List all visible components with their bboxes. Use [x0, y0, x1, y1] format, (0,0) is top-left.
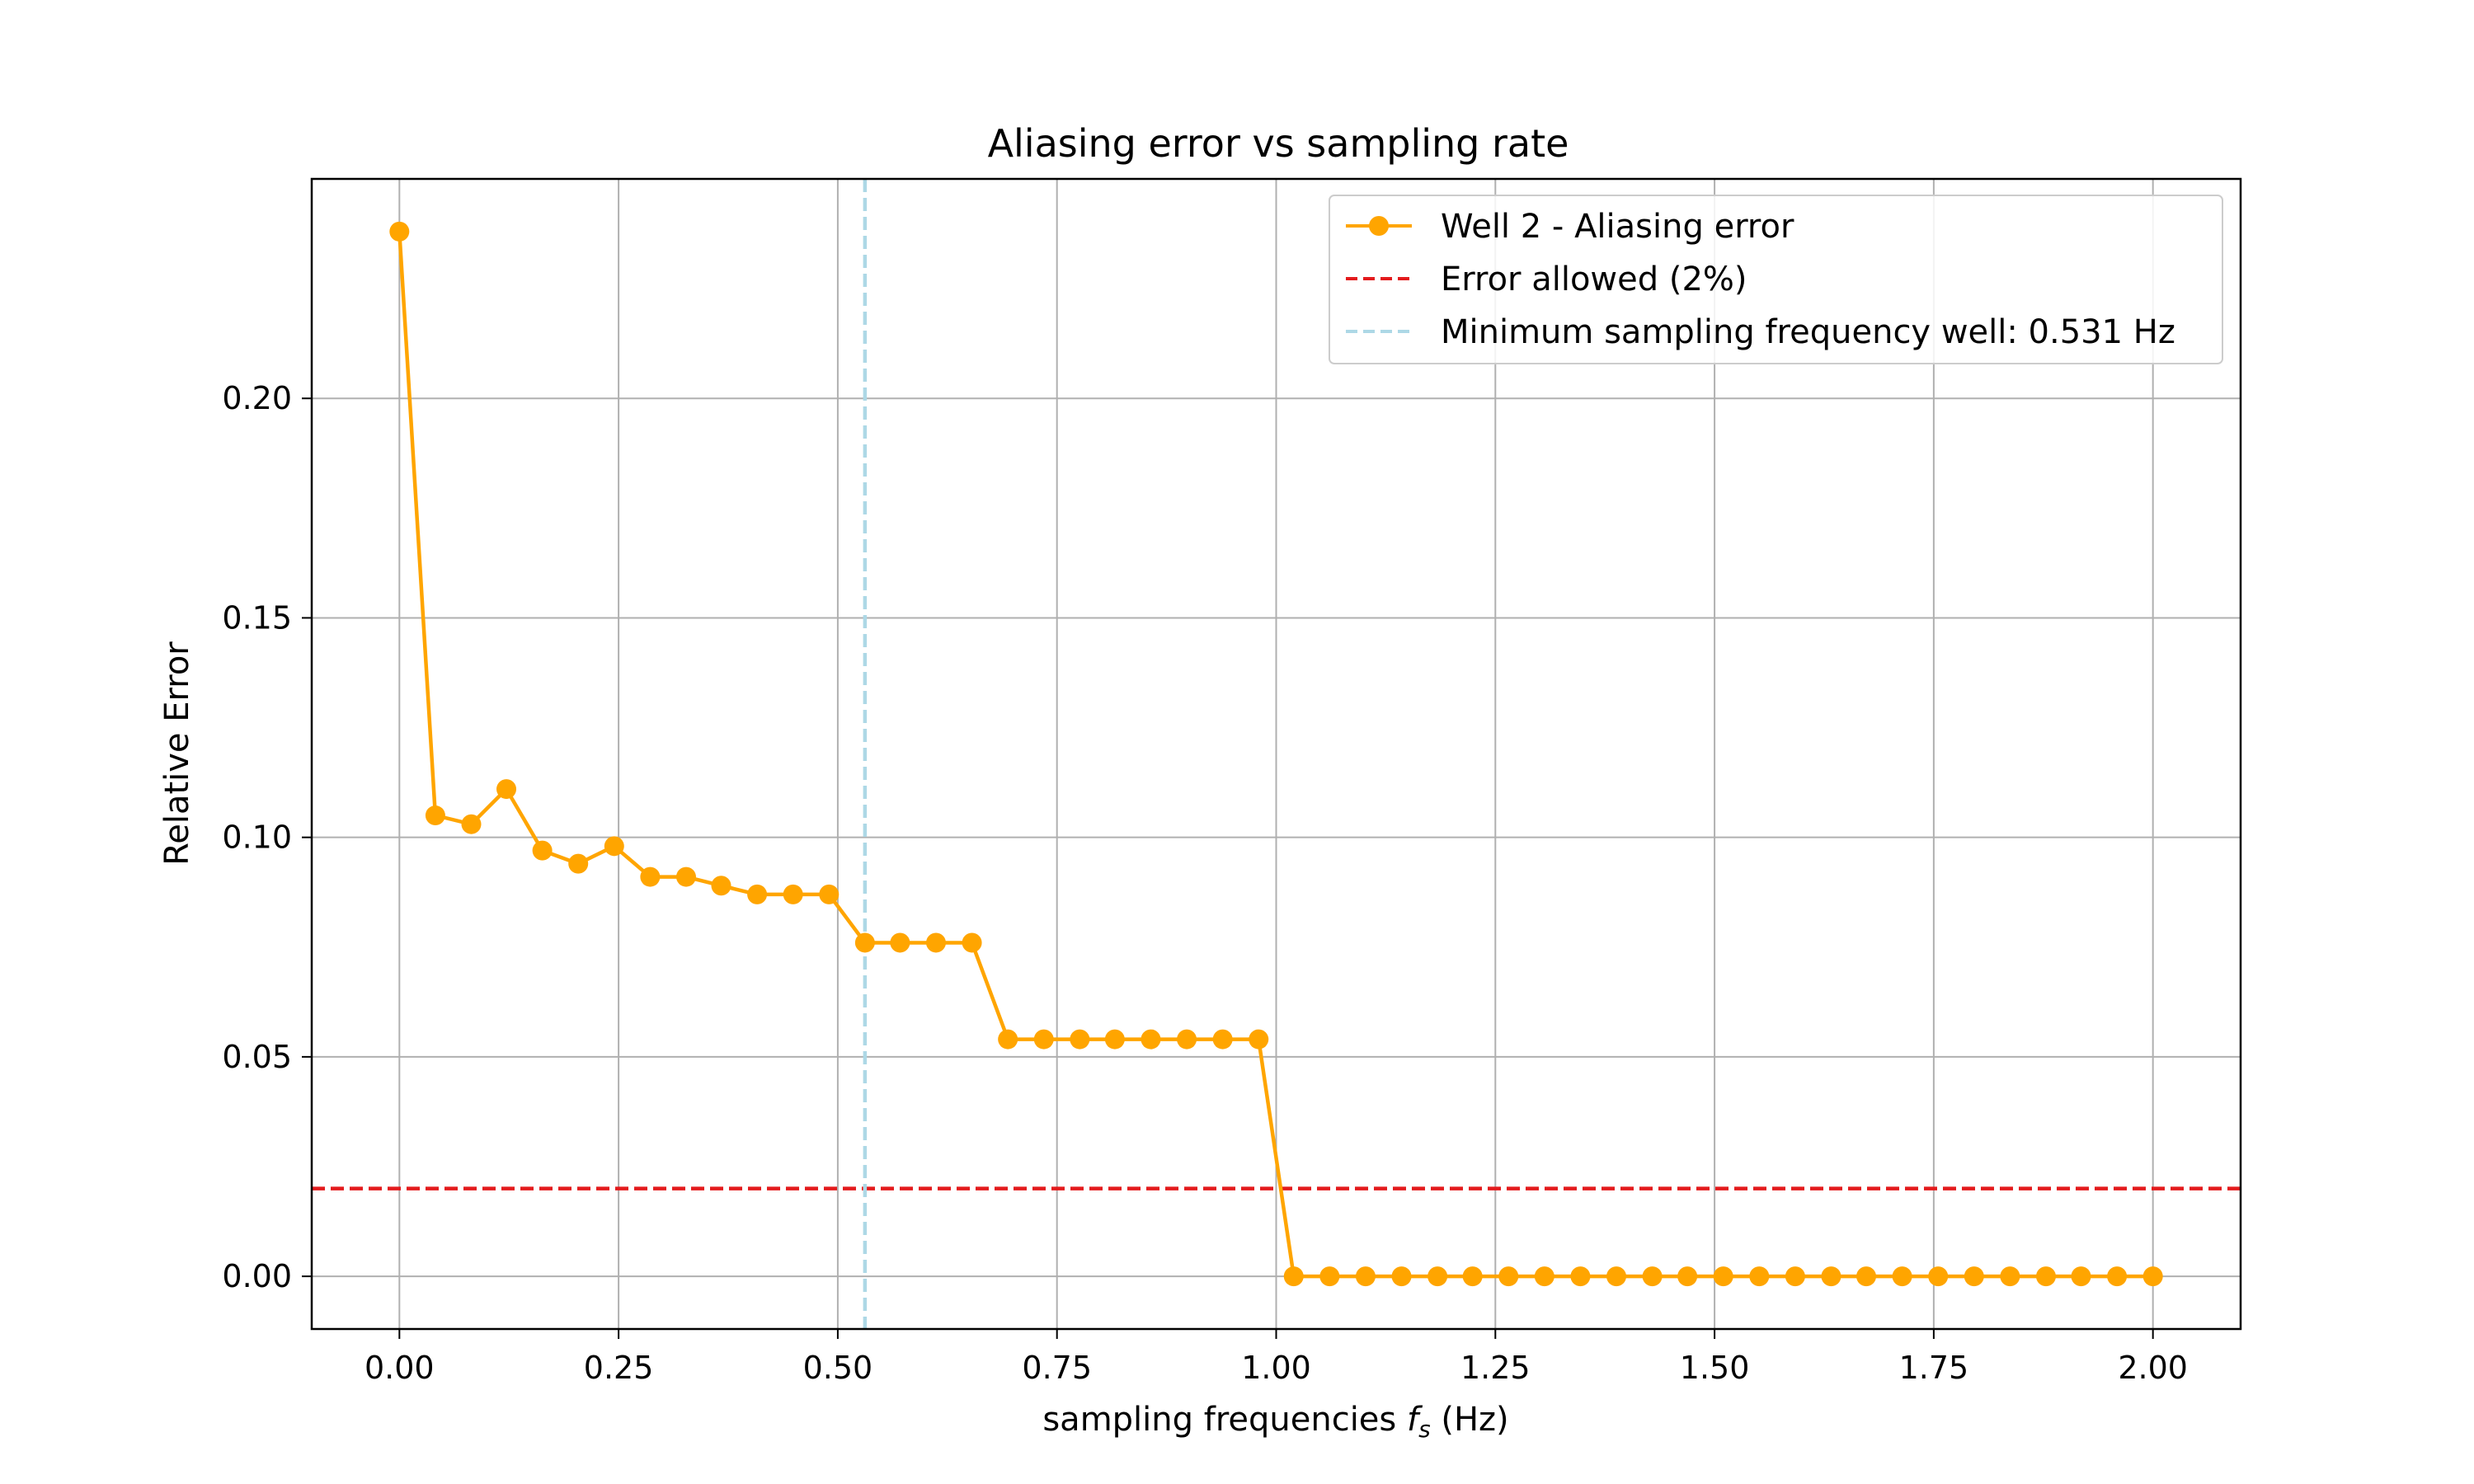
- data-point-12: [819, 884, 840, 904]
- data-point-37: [1713, 1266, 1733, 1287]
- series-well-2: [389, 221, 2163, 1287]
- data-point-18: [1033, 1029, 1054, 1050]
- data-point-26: [1319, 1266, 1340, 1287]
- x-tick-label-3: 0.75: [1022, 1350, 1092, 1386]
- reference-lines: [312, 179, 2241, 1329]
- y-tick-label-2: 0.10: [222, 819, 292, 856]
- data-point-46: [2035, 1266, 2056, 1287]
- x-axis-title: sampling frequencies fs (Hz): [1042, 1401, 1508, 1443]
- x-tick-label-4: 1.00: [1241, 1350, 1311, 1386]
- data-point-21: [1141, 1029, 1161, 1050]
- data-point-24: [1249, 1029, 1269, 1050]
- data-point-19: [1070, 1029, 1090, 1050]
- data-point-25: [1283, 1266, 1304, 1287]
- y-axis: 0.00 0.05 0.10 0.15 0.20: [222, 380, 312, 1294]
- x-tick-label-6: 1.50: [1680, 1350, 1750, 1386]
- data-point-14: [890, 932, 910, 953]
- data-point-10: [747, 884, 768, 904]
- legend-entry-error-allowed: Error allowed (2%): [1346, 261, 1747, 298]
- data-point-1: [425, 805, 445, 826]
- data-point-34: [1606, 1266, 1627, 1287]
- data-point-0: [389, 221, 410, 242]
- legend: Well 2 - Aliasing error Error allowed (2…: [1329, 195, 2223, 364]
- legend-label-series: Well 2 - Aliasing error: [1441, 208, 1794, 246]
- data-point-30: [1462, 1266, 1483, 1287]
- data-point-42: [1892, 1266, 1912, 1287]
- x-tick-label-0: 0.00: [365, 1350, 435, 1386]
- legend-frame: [1329, 195, 2223, 364]
- data-point-15: [925, 932, 946, 953]
- x-tick-label-8: 2.00: [2118, 1350, 2188, 1386]
- y-tick-label-1: 0.05: [222, 1039, 292, 1075]
- data-point-38: [1749, 1266, 1770, 1287]
- data-point-39: [1785, 1266, 1805, 1287]
- data-point-22: [1177, 1029, 1197, 1050]
- data-point-20: [1104, 1029, 1125, 1050]
- data-point-32: [1534, 1266, 1554, 1287]
- data-point-3: [496, 779, 517, 800]
- legend-swatch-series-marker: [1369, 216, 1389, 236]
- data-point-7: [640, 866, 661, 887]
- y-tick-label-4: 0.20: [222, 380, 292, 416]
- data-point-4: [532, 840, 553, 861]
- data-point-35: [1642, 1266, 1663, 1287]
- x-axis: 0.00 0.25 0.50 0.75 1.00 1.25 1.50 1.75 2.00: [365, 1329, 2188, 1386]
- x-axis-title-prefix: sampling frequencies: [1042, 1401, 1407, 1439]
- data-point-36: [1677, 1266, 1698, 1287]
- data-point-43: [1928, 1266, 1949, 1287]
- legend-label-error-allowed: Error allowed (2%): [1441, 261, 1747, 298]
- data-point-31: [1498, 1266, 1519, 1287]
- data-point-33: [1570, 1266, 1591, 1287]
- x-tick-label-7: 1.75: [1899, 1350, 1969, 1386]
- data-point-41: [1856, 1266, 1877, 1287]
- x-axis-title-subscript: s: [1418, 1416, 1431, 1443]
- x-axis-title-suffix: (Hz): [1431, 1401, 1509, 1439]
- data-point-13: [854, 932, 875, 953]
- data-point-29: [1427, 1266, 1448, 1287]
- data-point-48: [2107, 1266, 2128, 1287]
- x-tick-label-1: 0.25: [584, 1350, 654, 1386]
- legend-entry-series: Well 2 - Aliasing error: [1346, 208, 1794, 246]
- data-point-8: [675, 866, 696, 887]
- x-tick-label-2: 0.50: [803, 1350, 873, 1386]
- data-point-2: [461, 814, 482, 834]
- y-axis-title: Relative Error: [158, 641, 196, 866]
- data-point-23: [1212, 1029, 1233, 1050]
- data-point-47: [2071, 1266, 2091, 1287]
- data-point-9: [711, 876, 731, 896]
- data-point-11: [783, 884, 803, 904]
- x-tick-label-5: 1.25: [1460, 1350, 1531, 1386]
- data-point-28: [1391, 1266, 1412, 1287]
- data-point-49: [2142, 1266, 2163, 1287]
- data-point-6: [604, 836, 624, 857]
- data-point-16: [962, 932, 982, 953]
- data-point-40: [1821, 1266, 1841, 1287]
- data-point-27: [1355, 1266, 1376, 1287]
- y-tick-label-0: 0.00: [222, 1258, 292, 1294]
- data-point-5: [568, 853, 589, 874]
- data-point-45: [2000, 1266, 2020, 1287]
- legend-label-min-frequency: Minimum sampling frequency well: 0.531 H…: [1441, 313, 2175, 351]
- chart-title: Aliasing error vs sampling rate: [988, 121, 1569, 166]
- data-point-17: [998, 1029, 1018, 1050]
- y-tick-label-3: 0.15: [222, 599, 292, 636]
- legend-entry-min-frequency: Minimum sampling frequency well: 0.531 H…: [1346, 313, 2175, 351]
- data-point-44: [1964, 1266, 1984, 1287]
